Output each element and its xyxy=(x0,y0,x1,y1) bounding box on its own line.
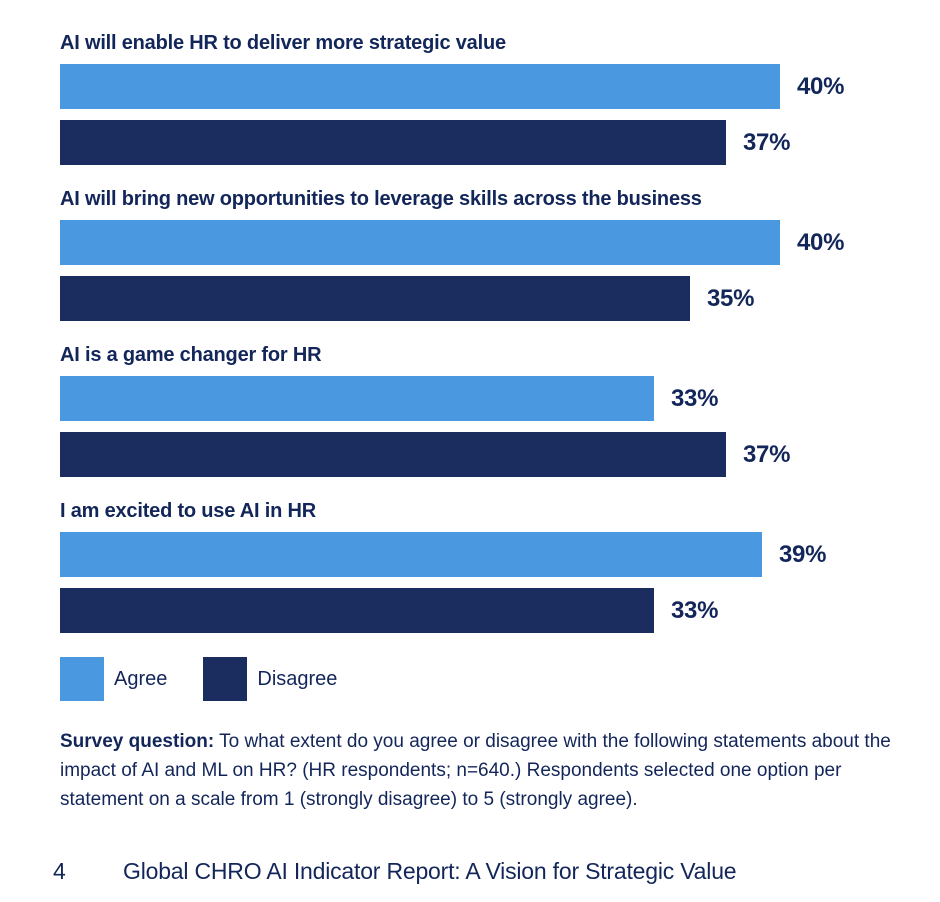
agree-bar xyxy=(60,376,654,421)
agree-bar xyxy=(60,532,762,577)
bar-row: 33% xyxy=(60,376,940,421)
agree-value-label: 33% xyxy=(671,384,719,412)
disagree-bar xyxy=(60,588,654,633)
bar-row: 33% xyxy=(60,588,940,633)
disagree-value-label: 37% xyxy=(743,128,791,156)
survey-note: Survey question: To what extent do you a… xyxy=(60,727,892,814)
chart-group: AI is a game changer for HR 33% 37% xyxy=(60,345,940,477)
disagree-bar xyxy=(60,432,726,477)
agree-value-label: 40% xyxy=(797,72,845,100)
statement-label: AI will enable HR to deliver more strate… xyxy=(60,32,506,54)
agree-value-label: 40% xyxy=(797,228,845,256)
page-number: 4 xyxy=(53,858,66,884)
survey-note-body: To what extent do you agree or disagree … xyxy=(60,731,891,810)
bar-row: 40% xyxy=(60,64,940,109)
bar-row: 39% xyxy=(60,532,940,577)
bar-row: 37% xyxy=(60,120,940,165)
survey-note-lead: Survey question: xyxy=(60,731,215,752)
statement-label: I am excited to use AI in HR xyxy=(60,500,316,522)
disagree-bar xyxy=(60,276,690,321)
disagree-bar xyxy=(60,120,726,165)
legend-item-disagree: Disagree xyxy=(203,657,337,701)
disagree-legend-label: Disagree xyxy=(257,667,338,690)
disagree-value-label: 33% xyxy=(671,596,719,624)
legend-item-agree: Agree xyxy=(60,657,167,701)
chart-legend: Agree Disagree xyxy=(60,657,940,701)
chart-group: I am excited to use AI in HR 39% 33% xyxy=(60,501,940,633)
agree-swatch xyxy=(60,657,104,701)
bar-row: 40% xyxy=(60,220,940,265)
page-footer: 4 Global CHRO AI Indicator Report: A Vis… xyxy=(53,858,940,885)
agree-bar xyxy=(60,64,780,109)
bar-row: 35% xyxy=(60,276,940,321)
disagree-swatch xyxy=(203,657,248,701)
chart-group: AI will enable HR to deliver more strate… xyxy=(60,33,940,165)
agree-legend-label: Agree xyxy=(114,667,168,690)
chart-group: AI will bring new opportunities to lever… xyxy=(60,189,940,321)
disagree-value-label: 37% xyxy=(743,440,791,468)
agree-value-label: 39% xyxy=(779,540,827,568)
agree-bar xyxy=(60,220,780,265)
statement-label: AI is a game changer for HR xyxy=(60,344,322,366)
bar-row: 37% xyxy=(60,432,940,477)
report-title: Global CHRO AI Indicator Report: A Visio… xyxy=(123,858,737,884)
disagree-value-label: 35% xyxy=(707,284,755,312)
statement-label: AI will bring new opportunities to lever… xyxy=(60,188,702,210)
